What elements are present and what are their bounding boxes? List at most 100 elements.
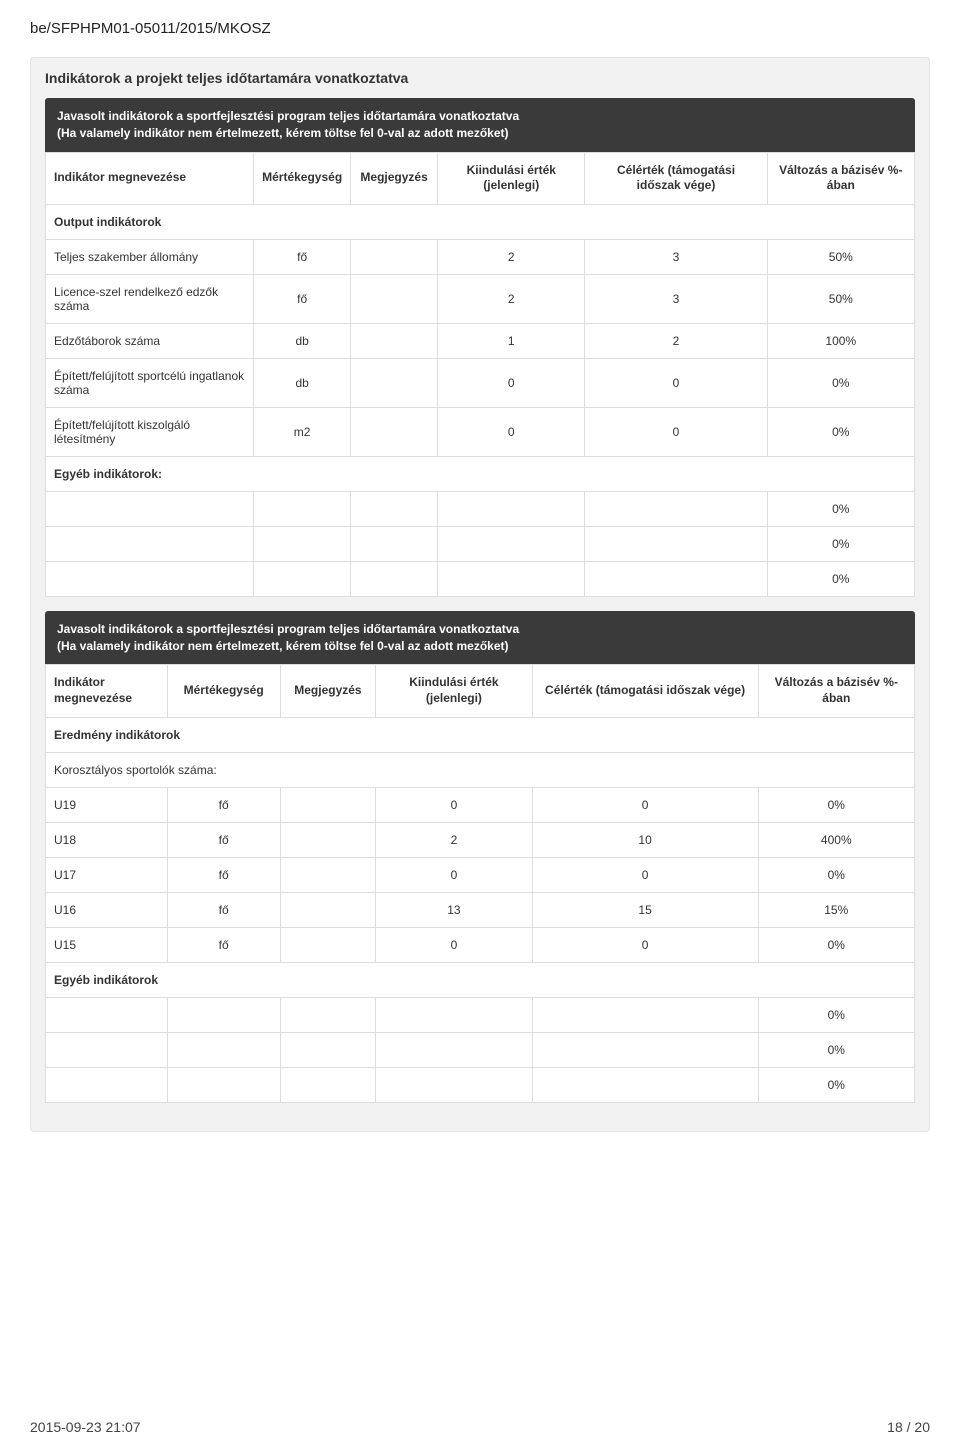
cell-name: Teljes szakember állomány [46, 239, 254, 274]
cell-unit: fő [167, 857, 280, 892]
cell-target [585, 526, 767, 561]
cell-unit: fő [167, 892, 280, 927]
table1-header-line1: Javasolt indikátorok a sportfejlesztési … [57, 109, 519, 123]
cell-start: 0 [438, 407, 585, 456]
col-target-header: Célérték (támogatási időszak vége) [532, 665, 758, 717]
indicators-panel: Indikátorok a projekt teljes időtartamár… [30, 57, 930, 1132]
cell-name: U16 [46, 892, 168, 927]
page-footer: 2015-09-23 21:07 18 / 20 [30, 1419, 930, 1435]
cell-start: 0 [438, 358, 585, 407]
cell-start: 2 [438, 239, 585, 274]
table-row: U15 fő 0 0 0% [46, 927, 915, 962]
cell-target [532, 997, 758, 1032]
cell-start [376, 1032, 532, 1067]
panel-title: Indikátorok a projekt teljes időtartamár… [45, 70, 915, 86]
cell-target: 0 [532, 787, 758, 822]
cell-unit: fő [254, 239, 351, 274]
cell-name: U15 [46, 927, 168, 962]
table1-header-bar: Javasolt indikátorok a sportfejlesztési … [45, 98, 915, 152]
cell-name: U18 [46, 822, 168, 857]
cell-note [351, 491, 438, 526]
cell-name [46, 997, 168, 1032]
cell-name [46, 491, 254, 526]
cell-name: U17 [46, 857, 168, 892]
col-change-header: Változás a bázisév %-ában [767, 152, 914, 204]
section-age-label: Korosztályos sportolók száma: [46, 752, 915, 787]
cell-unit: db [254, 358, 351, 407]
cell-target: 0 [532, 857, 758, 892]
cell-change: 100% [767, 323, 914, 358]
footer-timestamp: 2015-09-23 21:07 [30, 1419, 141, 1435]
table-row: Teljes szakember állomány fő 2 3 50% [46, 239, 915, 274]
section-other-label: Egyéb indikátorok: [46, 456, 915, 491]
cell-target: 0 [585, 407, 767, 456]
cell-target [532, 1067, 758, 1102]
section-output-label: Output indikátorok [46, 204, 915, 239]
table-row: Edzőtáborok száma db 1 2 100% [46, 323, 915, 358]
table-row: 0% [46, 561, 915, 596]
cell-start: 13 [376, 892, 532, 927]
table-row: 0% [46, 1067, 915, 1102]
cell-name [46, 526, 254, 561]
cell-start: 0 [376, 857, 532, 892]
cell-start: 0 [376, 927, 532, 962]
cell-unit: fő [167, 822, 280, 857]
cell-change: 400% [758, 822, 914, 857]
col-name-header: Indikátor megnevezése [46, 665, 168, 717]
cell-change: 50% [767, 274, 914, 323]
table-row: U16 fő 13 15 15% [46, 892, 915, 927]
cell-change: 0% [758, 1067, 914, 1102]
cell-unit [167, 1067, 280, 1102]
cell-note [280, 787, 376, 822]
cell-start: 1 [438, 323, 585, 358]
cell-change: 0% [758, 997, 914, 1032]
col-start-header: Kiindulási érték (jelenlegi) [376, 665, 532, 717]
cell-target: 0 [532, 927, 758, 962]
cell-note [280, 892, 376, 927]
cell-unit [167, 997, 280, 1032]
cell-unit: m2 [254, 407, 351, 456]
cell-unit [254, 526, 351, 561]
col-change-header: Változás a bázisév %-ában [758, 665, 914, 717]
section-result-label: Eredmény indikátorok [46, 717, 915, 752]
table2-header-bar: Javasolt indikátorok a sportfejlesztési … [45, 611, 915, 665]
cell-change: 0% [767, 561, 914, 596]
cell-name: Épített/felújított sportcélú ingatlanok … [46, 358, 254, 407]
cell-start: 2 [438, 274, 585, 323]
cell-target: 0 [585, 358, 767, 407]
table-row: U18 fő 2 10 400% [46, 822, 915, 857]
table-row: U17 fő 0 0 0% [46, 857, 915, 892]
cell-note [351, 358, 438, 407]
cell-name: U19 [46, 787, 168, 822]
cell-start [438, 561, 585, 596]
cell-start [376, 1067, 532, 1102]
cell-note [351, 407, 438, 456]
cell-target: 3 [585, 274, 767, 323]
cell-name: Edzőtáborok száma [46, 323, 254, 358]
cell-unit: db [254, 323, 351, 358]
cell-start [438, 526, 585, 561]
cell-change: 0% [758, 857, 914, 892]
cell-change: 0% [758, 927, 914, 962]
cell-start: 2 [376, 822, 532, 857]
cell-name [46, 1032, 168, 1067]
col-note-header: Megjegyzés [351, 152, 438, 204]
table-row: 0% [46, 526, 915, 561]
cell-unit [254, 491, 351, 526]
table2-header-line1: Javasolt indikátorok a sportfejlesztési … [57, 622, 519, 636]
cell-name: Épített/felújított kiszolgáló létesítmén… [46, 407, 254, 456]
cell-unit [254, 561, 351, 596]
cell-target [585, 491, 767, 526]
col-note-header: Megjegyzés [280, 665, 376, 717]
cell-change: 0% [767, 358, 914, 407]
cell-note [280, 1032, 376, 1067]
cell-target: 10 [532, 822, 758, 857]
cell-note [280, 857, 376, 892]
cell-note [280, 997, 376, 1032]
section-other2-label: Egyéb indikátorok [46, 962, 915, 997]
cell-note [280, 927, 376, 962]
cell-change: 15% [758, 892, 914, 927]
footer-page: 18 / 20 [887, 1419, 930, 1435]
table-row: 0% [46, 1032, 915, 1067]
cell-note [280, 1067, 376, 1102]
